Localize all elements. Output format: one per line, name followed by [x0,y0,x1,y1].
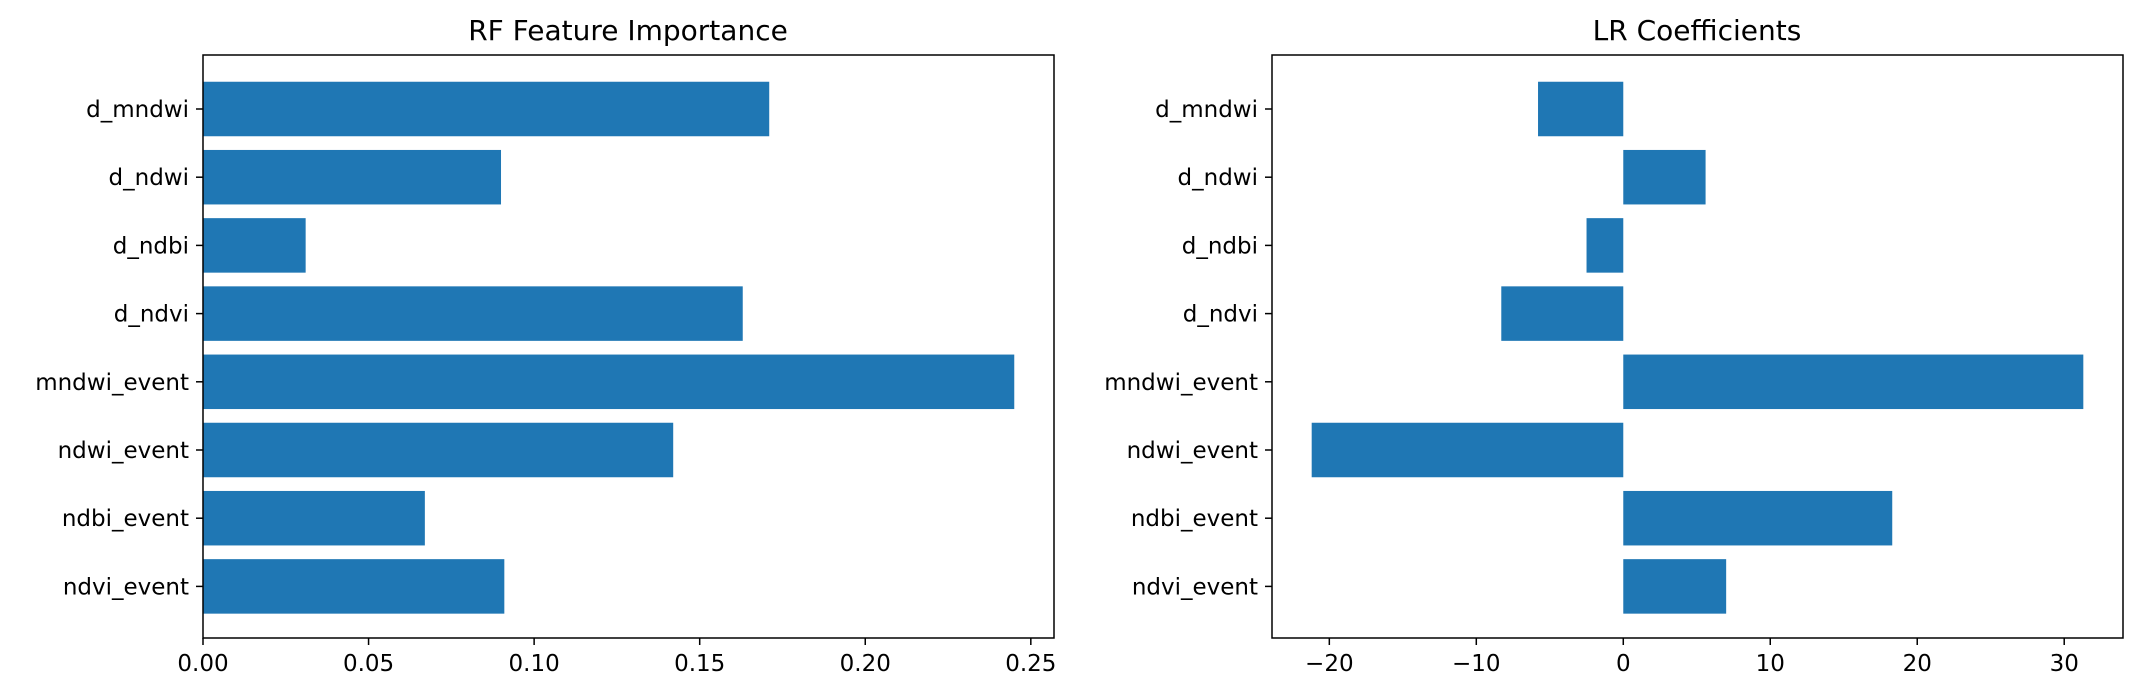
bar [1538,81,1624,137]
bar [1623,149,1706,205]
x-tick-label: 0.10 [509,651,560,677]
y-axis-ticks: d_mndwi d_ndwi d_ndbi d_ndvi mndwi_eventndwi… [1104,97,1272,600]
bar [203,286,743,341]
x-tick-label: 0.00 [177,651,228,677]
y-tick-label: mndwi_event [1104,370,1258,396]
bar [1623,354,2084,410]
y-tick-label: d_ndvi [114,302,189,328]
x-tick-label: 30 [2050,651,2079,677]
bar [203,490,425,546]
bar [203,354,1015,410]
bar [1501,286,1624,341]
chart-title: LR Coefficients [1593,14,1802,47]
y-tick-label: ndwi_event [1127,438,1258,464]
x-tick-label: 20 [1903,651,1932,677]
bars [203,81,1015,614]
bar [203,559,505,614]
bar [203,81,770,137]
bar [203,422,674,478]
y-tick-label: mndwi_event [35,370,189,396]
plot-frame [202,54,1055,639]
bar [203,149,502,205]
y-tick-label: d_ndvi [1183,302,1258,328]
bars [1311,81,2084,614]
x-tick-label: 0.05 [343,651,394,677]
y-tick-label: d_ndbi [113,233,189,259]
y-tick-label: d_ndbi [1182,233,1258,259]
bar [1623,490,1893,546]
y-tick-label: d_ndwi [1178,165,1258,191]
x-tick-label: 10 [1756,651,1785,677]
x-axis-ticks: −20 −10 0 10 20 30 [1305,638,2079,677]
x-tick-label: −20 [1305,651,1354,677]
x-axis-ticks: 0.00 0.05 0.10 0.15 0.20 0.25 [177,638,1056,677]
y-tick-label: d_mndwi [1155,97,1258,123]
bar [1311,422,1624,478]
y-tick-label: ndvi_event [1132,574,1258,600]
chart-title: RF Feature Importance [468,14,788,47]
plot-frame [1271,54,2124,639]
bar [203,218,306,273]
y-tick-label: ndwi_event [58,438,189,464]
x-tick-label: 0 [1616,651,1631,677]
rf-feature-importance-chart: RF Feature Importance 0.00 0.05 0.10 0.15 0.… [35,14,1056,677]
bar [1623,559,1727,614]
y-tick-label: d_ndwi [109,165,189,191]
bar [1586,218,1624,273]
y-tick-label: ndbi_event [1131,506,1258,532]
x-tick-label: 0.20 [840,651,891,677]
y-tick-label: d_mndwi [86,97,189,123]
lr-coefficients-chart: LR Coefficients −20 −10 0 10 20 30 d_mndwi d_n… [1104,14,2124,677]
x-tick-label: 0.25 [1005,651,1056,677]
y-tick-label: ndbi_event [62,506,189,532]
y-axis-ticks: d_mndwi d_ndwi d_ndbi d_ndvi mndwi_eventndwi… [35,97,203,600]
x-tick-label: 0.15 [674,651,725,677]
x-tick-label: −10 [1452,651,1501,677]
y-tick-label: ndvi_event [63,574,189,600]
